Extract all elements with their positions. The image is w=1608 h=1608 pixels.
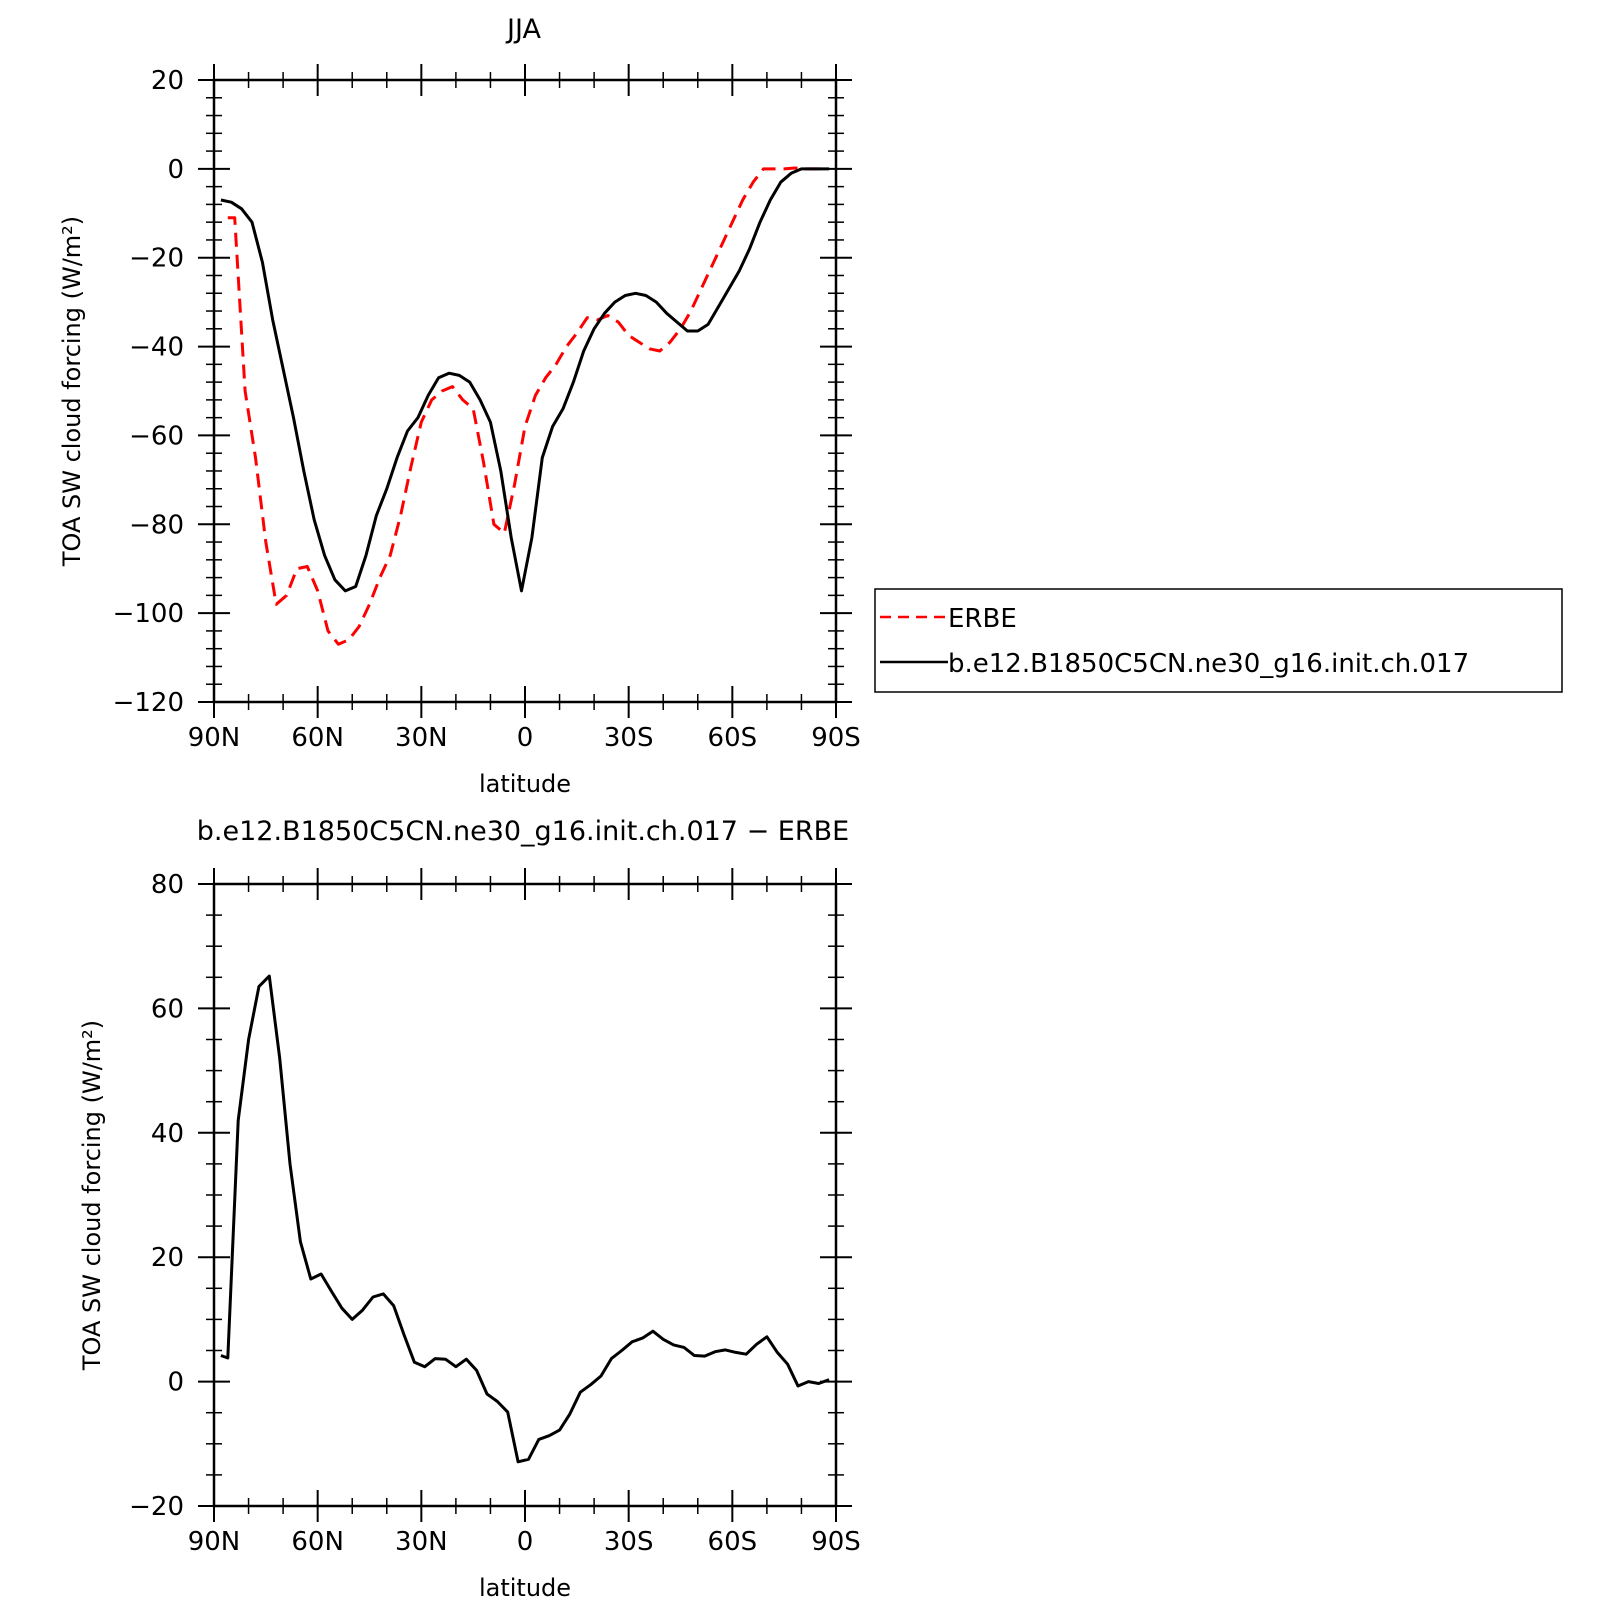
panel-top-frame: [212, 78, 838, 704]
x-tick-label: 30N: [395, 1527, 448, 1557]
x-tick-label: 90N: [188, 723, 241, 753]
y-tick-label: 40: [151, 1119, 184, 1149]
legend: ERBE b.e12.B1850C5CN.ne30_g16.init.ch.01…: [874, 588, 1563, 693]
panel-top-ticks: [198, 64, 852, 718]
x-tick-label: 90S: [811, 723, 861, 753]
y-tick-label: −40: [129, 333, 184, 363]
y-tick-label: 20: [151, 1243, 184, 1273]
y-tick-label: 0: [167, 155, 184, 185]
x-tick-label: 0: [517, 1527, 534, 1557]
panel-bottom-series: [220, 974, 830, 1464]
panel-top: JJA 20 0 −20 −40 −60 −80 −100 −120 90N 60N 30N 0 30…: [58, 14, 1563, 798]
y-tick-label: 20: [151, 66, 184, 96]
y-tick-label: −80: [129, 510, 184, 540]
x-tick-label: 60N: [291, 723, 344, 753]
y-tick-label: −100: [113, 599, 184, 629]
x-tick-label: 90N: [188, 1527, 241, 1557]
legend-label-erbe: ERBE: [948, 604, 1017, 634]
y-tick-label: 0: [167, 1368, 184, 1398]
panel-top-title: JJA: [505, 14, 541, 45]
y-tick-label: −20: [129, 244, 184, 274]
panel-bottom-y-axis-label: TOA SW cloud forcing (W/m²): [78, 1020, 106, 1371]
x-tick-label: 30N: [395, 723, 448, 753]
panel-top-x-axis-label: latitude: [479, 770, 571, 798]
series-line-difference: [220, 974, 830, 1464]
legend-label-model: b.e12.B1850C5CN.ne30_g16.init.ch.017: [948, 649, 1469, 679]
x-tick-label: 90S: [811, 1527, 861, 1557]
panel-bottom-ticks: [198, 868, 852, 1522]
x-tick-label: 30S: [604, 1527, 654, 1557]
panel-bottom-x-axis-label: latitude: [479, 1574, 571, 1602]
x-tick-label: 60S: [708, 1527, 758, 1557]
panel-top-x-tick-labels: 90N 60N 30N 0 30S 60S 90S: [188, 723, 861, 753]
x-tick-label: 60S: [708, 723, 758, 753]
panel-top-y-axis-label: TOA SW cloud forcing (W/m²): [58, 216, 86, 567]
series-line-erbe: [227, 166, 826, 646]
panel-bottom-y-tick-labels: 80 60 40 20 0 −20: [129, 870, 184, 1522]
y-tick-label: −60: [129, 421, 184, 451]
x-tick-label: 30S: [604, 723, 654, 753]
series-line-b-e12-b1850c5cn-ne30-g16-init-ch-017: [220, 167, 830, 593]
y-tick-label: −20: [129, 1492, 184, 1522]
panel-bottom-title: b.e12.B1850C5CN.ne30_g16.init.ch.017 − E…: [197, 816, 849, 847]
y-tick-label: −120: [113, 688, 184, 718]
legend-box: [874, 588, 1563, 693]
x-tick-label: 60N: [291, 1527, 344, 1557]
panel-bottom: b.e12.B1850C5CN.ne30_g16.init.ch.017 − E…: [78, 816, 861, 1602]
panel-bottom-x-tick-labels: 90N 60N 30N 0 30S 60S 90S: [188, 1527, 861, 1557]
y-tick-label: 60: [151, 994, 184, 1024]
x-tick-label: 0: [517, 723, 534, 753]
panel-top-series: [220, 166, 830, 646]
panel-top-y-tick-labels: 20 0 −20 −40 −60 −80 −100 −120: [113, 66, 184, 718]
y-tick-label: 80: [151, 870, 184, 900]
panel-bottom-frame: [212, 882, 838, 1508]
